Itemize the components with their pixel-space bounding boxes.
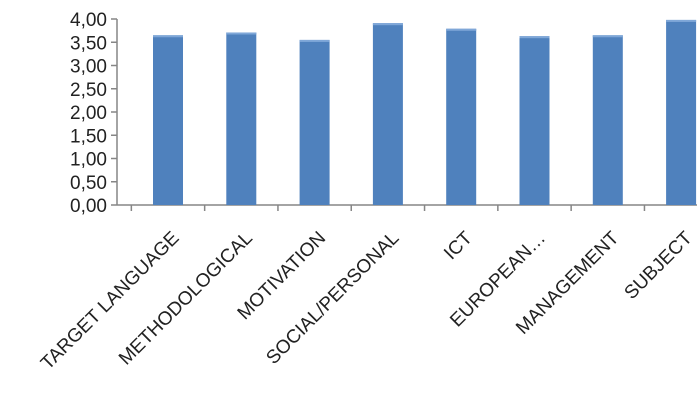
- bar-top-highlight: [592, 35, 623, 38]
- y-tick-label: 2,50: [70, 80, 107, 101]
- y-tick-label: 4,00: [70, 10, 107, 31]
- y-tick-label: 1,50: [70, 126, 107, 147]
- bar-motivation: [299, 39, 330, 205]
- y-tick-label: 3,00: [70, 57, 107, 78]
- y-tick-label: 1,00: [70, 150, 107, 171]
- bar-top-highlight: [446, 28, 477, 31]
- y-tick-label: 3,50: [70, 33, 107, 54]
- bar-social-personal: [372, 23, 403, 206]
- y-axis-ticks: 0,000,501,00 1,502,002,503,00 3,504,00: [70, 10, 117, 217]
- x-category-label: ICT: [440, 227, 477, 264]
- x-category-label: TARGET LANGUAGE: [37, 228, 183, 374]
- x-axis-category-labels: TARGET LANGUAGEMETHODOLOGICALMOTIVATIONS…: [37, 227, 697, 374]
- x-category-label: SOCIAL/PERSONAL: [262, 228, 403, 369]
- y-tick-label: 0,50: [70, 173, 107, 194]
- bar-top-highlight: [153, 35, 183, 38]
- y-tick-label: 2,00: [70, 103, 107, 124]
- bar-top-highlight: [226, 32, 257, 35]
- bar-subject: [666, 19, 697, 206]
- bar-top-highlight: [372, 23, 403, 26]
- x-category-label: SUBJECT: [621, 227, 697, 303]
- bar-european: [519, 36, 550, 205]
- bar-methodological: [226, 32, 257, 205]
- x-category-label: METHODOLOGICAL: [115, 228, 257, 370]
- bar-ict: [446, 28, 477, 205]
- bar-top-highlight: [519, 36, 550, 39]
- bar-management: [592, 35, 623, 206]
- bar-top-highlight: [666, 19, 697, 22]
- y-tick-label: 0,00: [70, 196, 107, 217]
- bar-top-highlight: [299, 39, 330, 42]
- bar-target-language: [153, 35, 183, 206]
- bars: [153, 19, 697, 206]
